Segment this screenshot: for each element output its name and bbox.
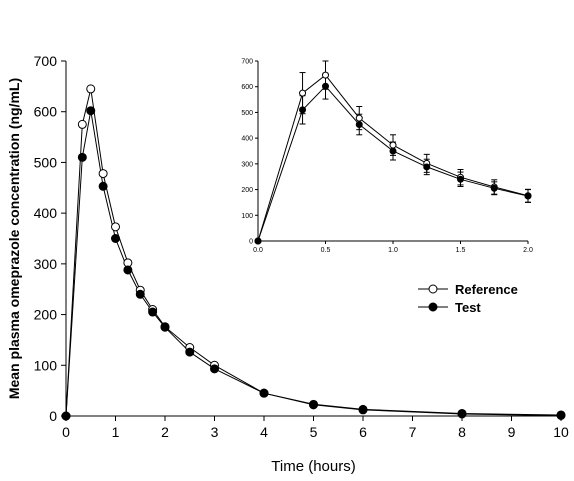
inset-point-test [490,184,498,192]
inset-point-reference [299,89,307,97]
y-tick-label: 500 [34,154,58,170]
inset-point-test [254,237,262,245]
point-test [259,388,269,398]
y-tick-label: 300 [34,256,58,272]
inset-y-tick-label: 400 [241,136,253,143]
point-test [160,322,170,332]
inset-point-test [389,147,397,155]
inset-plot: 0.0 0.5 1.0 1.5 2.0 0 100 200 300 400 500 600 700 [241,59,533,255]
legend-marker-test [428,302,438,312]
inset-y-tick-label: 100 [241,213,253,220]
inset-y-tick-label: 300 [241,161,253,168]
x-tick-label: 7 [409,424,417,440]
y-tick-label: 100 [34,357,58,373]
x-tick-label: 5 [310,424,318,440]
point-test [309,400,318,410]
point-reference [86,84,96,94]
inset-point-test [299,106,307,114]
inset-x-tick-label: 0.5 [321,247,331,254]
inset-point-reference [389,141,397,149]
inset-point-test [355,121,363,129]
series-line-test [65,110,562,417]
y-tick-label: 600 [34,104,58,120]
legend-label-test: Test [455,300,481,315]
x-tick-label: 4 [260,424,268,440]
inset-y-tick-label: 0 [249,239,253,246]
y-axis-title: Mean plasma omeprazole concentration (ng… [6,78,22,399]
x-tick-label: 0 [62,424,70,440]
inset-y-tick-label: 600 [241,84,253,91]
inset-point-test [322,82,329,90]
series-line-reference [65,88,562,417]
inset-y-tick-label: 700 [241,59,253,66]
point-test [185,347,195,357]
legend-marker-reference [428,284,438,294]
point-reference [111,222,120,232]
inset-point-test [423,163,431,171]
point-reference [77,119,87,129]
x-tick-label: 9 [508,424,516,440]
point-test [135,289,145,299]
inset-series-line-test [257,85,529,242]
point-test [86,106,96,116]
x-tick-label: 6 [359,424,367,440]
inset-x-tick-label: 1.0 [388,247,398,254]
inset-y-tick-label: 500 [241,110,253,117]
point-reference [98,169,108,179]
point-test [111,234,120,243]
point-test [123,265,133,275]
point-test [358,405,368,415]
x-tick-label: 1 [112,424,120,440]
inset-x-tick-label: 1.5 [456,247,466,254]
x-tick-label: 8 [458,424,466,440]
point-test [210,364,219,374]
inset-x-tick-label: 0.0 [253,247,263,254]
inset-x-tick-label: 2.0 [523,247,533,254]
point-test [556,410,566,420]
y-tick-label: 400 [34,205,58,221]
x-tick-label: 3 [211,424,219,440]
point-test [98,181,108,191]
x-axis-title: Time (hours) [271,458,355,475]
legend: Reference Test [418,282,518,315]
inset-point-reference [355,114,363,122]
inset-point-test [457,175,464,183]
y-tick-label: 0 [49,408,57,424]
y-tick-label: 700 [34,53,58,69]
legend-label-reference: Reference [455,282,518,297]
point-test [148,307,158,317]
inset-point-test [524,192,532,200]
y-tick-label: 200 [34,307,58,323]
inset-point-reference [322,71,329,79]
x-tick-label: 2 [161,424,169,440]
point-test [457,409,467,419]
point-test [61,411,71,421]
x-tick-label: 10 [553,424,569,440]
inset-y-tick-label: 200 [241,187,253,194]
point-test [77,152,87,162]
